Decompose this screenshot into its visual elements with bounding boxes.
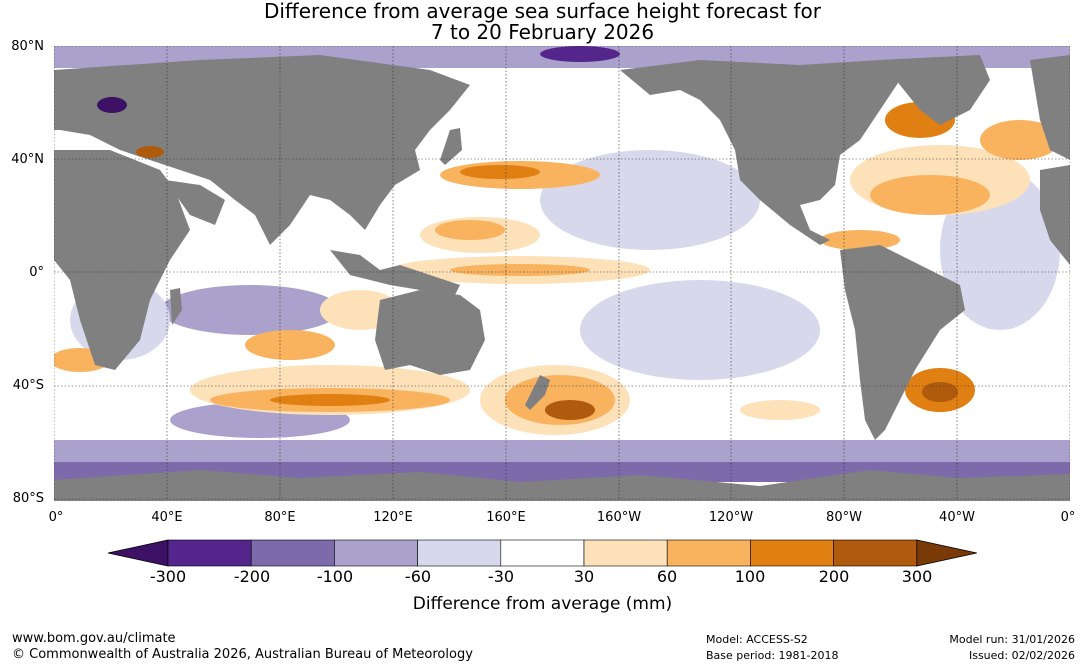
africa-west xyxy=(1040,165,1070,265)
southern-ocean-strong-band xyxy=(54,462,1070,482)
indonesia xyxy=(330,250,460,295)
colorbar-tick-label: 30 xyxy=(573,567,595,586)
baltic-sea xyxy=(97,97,127,113)
colorbar-tick-label: 100 xyxy=(734,567,766,586)
equatorial-pacific-core xyxy=(450,264,590,276)
eurasia xyxy=(54,55,470,245)
ne-atlantic-positive xyxy=(980,120,1060,160)
caribbean-positive xyxy=(820,230,900,250)
australia xyxy=(375,290,485,375)
lat-label-80s: 80°S xyxy=(12,491,44,506)
europe-west xyxy=(1030,55,1070,160)
north-atlantic-core xyxy=(870,175,990,215)
nw-pacific-core xyxy=(435,220,505,240)
colorbar-title: Difference from average (mm) xyxy=(412,594,673,614)
indian-ocean-negative xyxy=(160,285,340,335)
lat-label-0: 0° xyxy=(29,265,44,280)
map-title-line2: 7 to 20 February 2026 xyxy=(430,20,655,44)
lon-label-0-right: 0° xyxy=(1060,510,1076,525)
north-america xyxy=(620,60,900,245)
colorbar-tick-label: 200 xyxy=(818,567,850,586)
lon-label-40e: 40°E xyxy=(151,510,183,525)
colorbar-segment xyxy=(167,539,252,567)
lon-label-80e: 80°E xyxy=(264,510,296,525)
caspian-sea xyxy=(136,146,164,158)
map-title-line1: Difference from average sea surface heig… xyxy=(263,0,822,23)
model-name: Model: ACCESS-S2 xyxy=(706,633,808,646)
madagascar xyxy=(170,288,182,325)
lon-label-0-left: 0° xyxy=(48,510,64,525)
colorbar-tick-label: -60 xyxy=(404,567,432,586)
colorbar-extend-high xyxy=(916,539,977,567)
website-link[interactable]: www.bom.gov.au/climate xyxy=(12,631,176,646)
colorbar-segment xyxy=(833,539,918,567)
japan xyxy=(440,128,462,165)
land-masses xyxy=(54,55,1070,501)
colorbar-segment xyxy=(500,539,585,567)
lat-label-80n: 80°N xyxy=(11,39,44,54)
africa xyxy=(54,150,190,370)
antarctica xyxy=(54,470,1070,501)
issued-date: Issued: 02/02/2026 xyxy=(968,649,1075,662)
indian-ocean-positive xyxy=(245,330,335,360)
colorbar-tick-label: 60 xyxy=(656,567,678,586)
lat-label-40s: 40°S xyxy=(12,378,44,393)
south-atlantic-peak xyxy=(922,382,958,402)
lon-label-160e: 160°E xyxy=(486,510,526,525)
colorbar-segment xyxy=(666,539,751,567)
greenland xyxy=(880,55,990,125)
colorbar-tick-label: -100 xyxy=(316,567,354,586)
colorbar-tick-label: 300 xyxy=(901,567,933,586)
model-run-date: Model run: 31/01/2026 xyxy=(949,633,1075,646)
lon-label-40w: 40°W xyxy=(939,510,975,525)
lon-label-80w: 80°W xyxy=(826,510,862,525)
arabia xyxy=(165,180,225,225)
se-pacific-positive xyxy=(740,400,820,420)
anomaly-field xyxy=(54,46,1070,482)
kuroshio-core xyxy=(460,165,540,179)
colorbar-segment xyxy=(334,539,418,567)
colorbar-tick-label: -30 xyxy=(487,567,515,586)
colorbar-segment xyxy=(583,539,668,567)
lat-label-40n: 40°N xyxy=(11,152,44,167)
colorbar-segment xyxy=(417,539,502,567)
colorbar-extend-low xyxy=(107,539,169,567)
south-america xyxy=(840,245,965,440)
lon-label-120e: 120°E xyxy=(373,510,413,525)
lon-label-120w: 120°W xyxy=(708,510,754,525)
lon-label-160w: 160°W xyxy=(596,510,642,525)
base-period: Base period: 1981-2018 xyxy=(706,649,839,662)
colorbar-tick-label: -200 xyxy=(233,567,271,586)
colorbar-segment xyxy=(250,539,335,567)
colorbar-segment xyxy=(750,539,834,567)
tasman-peak xyxy=(545,400,595,420)
southern-indian-peak xyxy=(270,394,390,406)
colorbar-tick-label: -300 xyxy=(149,567,187,586)
graticule xyxy=(54,46,1070,501)
south-pacific-negative xyxy=(580,280,820,380)
new-zealand xyxy=(525,375,550,410)
colorbar xyxy=(107,539,977,567)
copyright-text: © Commonwealth of Australia 2026, Austra… xyxy=(12,647,473,662)
arctic-strong-negative xyxy=(540,46,620,62)
